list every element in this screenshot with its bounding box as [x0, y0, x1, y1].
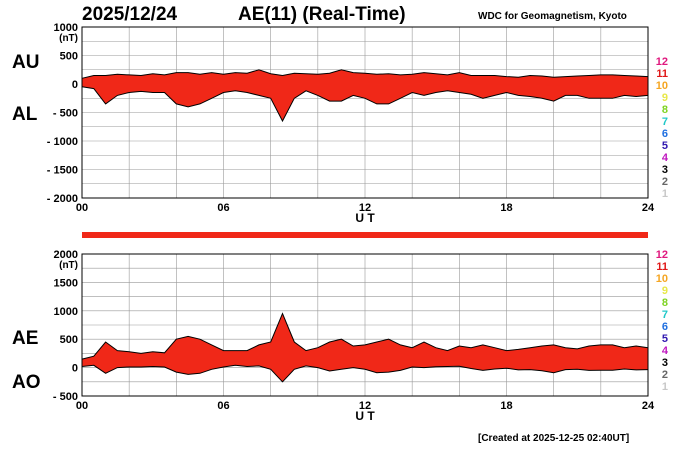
- top-legend-station-5: 5: [662, 140, 668, 152]
- top-legend-station-7: 7: [662, 116, 668, 128]
- bottom-lower-label: AO: [12, 372, 41, 393]
- top-upper-label: AU: [12, 52, 40, 73]
- top-ytick-label: - 1000: [47, 136, 78, 148]
- top-xtick-label: 18: [500, 202, 512, 214]
- top-series-au-line: [81, 69, 649, 79]
- bottom-plot-frame: [81, 253, 649, 397]
- bottom-legend-station-7: 7: [662, 309, 668, 321]
- top-legend-station-2: 2: [662, 176, 668, 188]
- bottom-band-fill: [82, 313, 648, 382]
- top-ytick-label: 0: [72, 79, 78, 91]
- bottom-series-ae-line: [81, 312, 649, 360]
- bottom-xtick-label: 24: [642, 400, 655, 412]
- top-xtick-label: 00: [76, 202, 88, 214]
- bottom-series-ao-line: [81, 364, 649, 383]
- bottom-ytick-label: 2000: [54, 249, 78, 261]
- bottom-xtick-label: 18: [500, 400, 512, 412]
- top-plot-frame: [81, 26, 649, 199]
- bottom-legend-station-6: 6: [662, 321, 668, 333]
- bottom-legend-station-9: 9: [662, 285, 668, 297]
- top-legend-station-11: 11: [656, 68, 668, 80]
- top-legend-station-8: 8: [662, 104, 668, 116]
- top-legend-station-3: 3: [662, 164, 668, 176]
- bottom-ytick-label: 1000: [54, 306, 78, 318]
- top-legend-station-4: 4: [662, 152, 669, 164]
- bottom-xtick-label: 12: [359, 400, 371, 412]
- bottom-ytick-label: 1500: [54, 277, 78, 289]
- bottom-xtick-label: 06: [217, 400, 229, 412]
- bottom-legend-station-12: 12: [656, 249, 668, 261]
- bottom-unit-label: (nT): [59, 260, 78, 271]
- bottom-xtick-label: 00: [76, 400, 88, 412]
- top-ytick-label: - 2000: [47, 193, 78, 205]
- bottom-legend-station-3: 3: [662, 357, 668, 369]
- bottom-legend-station-8: 8: [662, 297, 668, 309]
- bottom-ytick-label: - 500: [53, 391, 78, 403]
- top-ytick-label: - 500: [53, 108, 78, 120]
- bottom-legend-station-11: 11: [656, 261, 668, 273]
- created-timestamp: [Created at 2025-12-25 02:40UT]: [478, 433, 630, 444]
- top-lower-label: AL: [12, 104, 38, 125]
- bottom-legend-station-1: 1: [662, 381, 668, 393]
- top-series-al-line: [81, 86, 649, 123]
- top-legend-station-12: 12: [656, 56, 668, 68]
- top-legend-station-10: 10: [656, 80, 668, 92]
- top-xtick-label: 06: [217, 202, 229, 214]
- bottom-upper-label: AE: [12, 328, 39, 349]
- bottom-ytick-label: 500: [60, 334, 78, 346]
- bottom-legend-station-10: 10: [656, 273, 668, 285]
- top-ytick-label: 500: [60, 51, 78, 63]
- separator-bar: [82, 232, 648, 238]
- top-xtick-label: 12: [359, 202, 371, 214]
- bottom-legend-station-4: 4: [662, 345, 669, 357]
- top-legend-station-6: 6: [662, 128, 668, 140]
- bottom-legend-station-5: 5: [662, 333, 668, 345]
- top-ytick-label: 1000: [54, 22, 78, 34]
- top-ytick-label: - 1500: [47, 165, 78, 177]
- top-legend-station-9: 9: [662, 92, 668, 104]
- bottom-ytick-label: 0: [72, 363, 78, 375]
- bottom-xaxis-title: U T: [355, 409, 375, 423]
- top-unit-label: (nT): [59, 33, 78, 44]
- data-source-label: WDC for Geomagnetism, Kyoto: [478, 11, 627, 22]
- chart-date: 2025/12/24: [82, 4, 178, 25]
- top-legend-station-1: 1: [662, 188, 668, 200]
- top-band-fill: [82, 69, 648, 121]
- top-xaxis-title: U T: [355, 211, 375, 225]
- top-xtick-label: 24: [642, 202, 655, 214]
- chart-title: AE(11) (Real-Time): [238, 4, 406, 25]
- bottom-legend-station-2: 2: [662, 369, 668, 381]
